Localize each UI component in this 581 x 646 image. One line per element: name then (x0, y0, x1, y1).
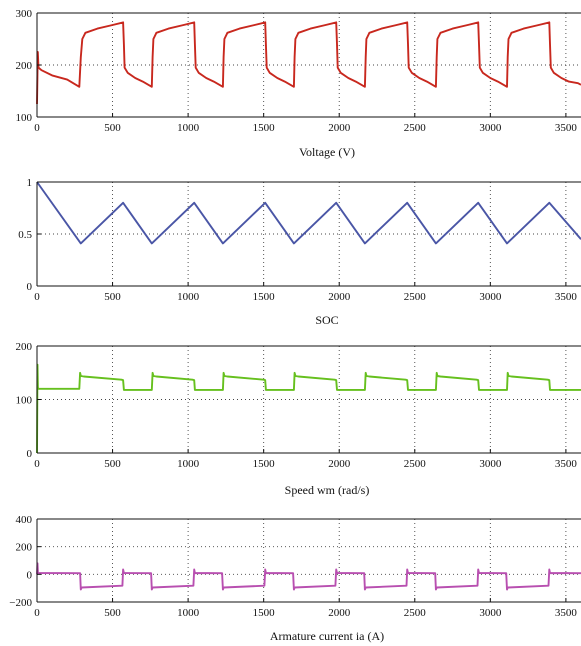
y-tick-label: 200 (16, 60, 33, 72)
x-tick-label: 1000 (177, 458, 200, 470)
x-tick-label: 1500 (253, 122, 276, 134)
x-tick-label: 1500 (253, 291, 276, 303)
armature-current-panel: 0 500 1000 1500 2000 2500 3000 35004002000−200A… (9, 514, 581, 643)
voltage-axis-label: Voltage (V) (299, 145, 355, 159)
y-tick-label: −200 (9, 597, 32, 609)
y-tick-label: 0 (27, 281, 33, 293)
x-tick-label: 2500 (404, 291, 427, 303)
y-tick-label: 0 (27, 569, 33, 581)
x-tick-label: 2000 (328, 122, 351, 134)
x-tick-label: 1000 (177, 122, 200, 134)
y-tick-label: 200 (16, 542, 33, 554)
x-tick-label: 500 (104, 291, 121, 303)
x-tick-label: 2000 (328, 458, 351, 470)
x-tick-label: 1500 (253, 458, 276, 470)
x-tick-label: 3500 (555, 122, 578, 134)
speed-panel: 0 500 1000 1500 2000 2500 3000 3500 0 100 200 Speed… (16, 341, 581, 497)
voltage-panel: 0 500 1000 1500 2000 2500 3000 3500 100 200 300 Vol… (16, 8, 581, 159)
x-tick-label: 0 (34, 458, 40, 470)
x-tick-label: 0 (34, 291, 40, 303)
y-tick-label: 100 (16, 112, 33, 124)
y-tick-label: 0.5 (18, 229, 32, 241)
speed-axis-label: Speed wm (rad/s) (285, 483, 370, 497)
x-tick-label: 500 (104, 122, 121, 134)
x-tick-label: 500 (104, 458, 121, 470)
voltage-series-line (36, 21, 581, 105)
y-tick-label: 400 (16, 514, 33, 526)
x-tick-label: 1000 (177, 607, 200, 619)
y-tick-label: 200 (16, 341, 33, 353)
y-tick-label: 1 (27, 177, 33, 189)
speed-series-line (36, 363, 581, 454)
x-tick-label: 0 (34, 607, 40, 619)
current-axis-label: Armature current ia (A) (270, 629, 384, 643)
x-tick-label: 2000 (328, 291, 351, 303)
x-tick-label: 3000 (479, 607, 502, 619)
x-tick-label: 2500 (404, 122, 427, 134)
y-tick-label: 0 (27, 448, 33, 460)
x-tick-label: 1000 (177, 291, 200, 303)
x-tick-label: 0 (34, 122, 40, 134)
x-tick-label: 3000 (479, 458, 502, 470)
soc-panel: 0 500 1000 1500 2000 2500 3000 3500 0 0.5 1 SOC (18, 177, 581, 327)
current-series-line (36, 562, 581, 591)
x-tick-label: 2500 (404, 458, 427, 470)
x-tick-label: 3500 (555, 458, 578, 470)
x-tick-label: 2500 (404, 607, 427, 619)
y-tick-label: 300 (16, 8, 33, 20)
soc-series-line (36, 181, 581, 245)
x-tick-label: 3000 (479, 291, 502, 303)
x-tick-label: 500 (104, 607, 121, 619)
x-tick-label: 3500 (555, 607, 578, 619)
x-tick-label: 3500 (555, 291, 578, 303)
y-tick-label: 100 (16, 395, 33, 407)
soc-axis-label: SOC (315, 313, 338, 327)
x-tick-label: 1500 (253, 607, 276, 619)
x-tick-label: 2000 (328, 607, 351, 619)
x-tick-label: 3000 (479, 122, 502, 134)
